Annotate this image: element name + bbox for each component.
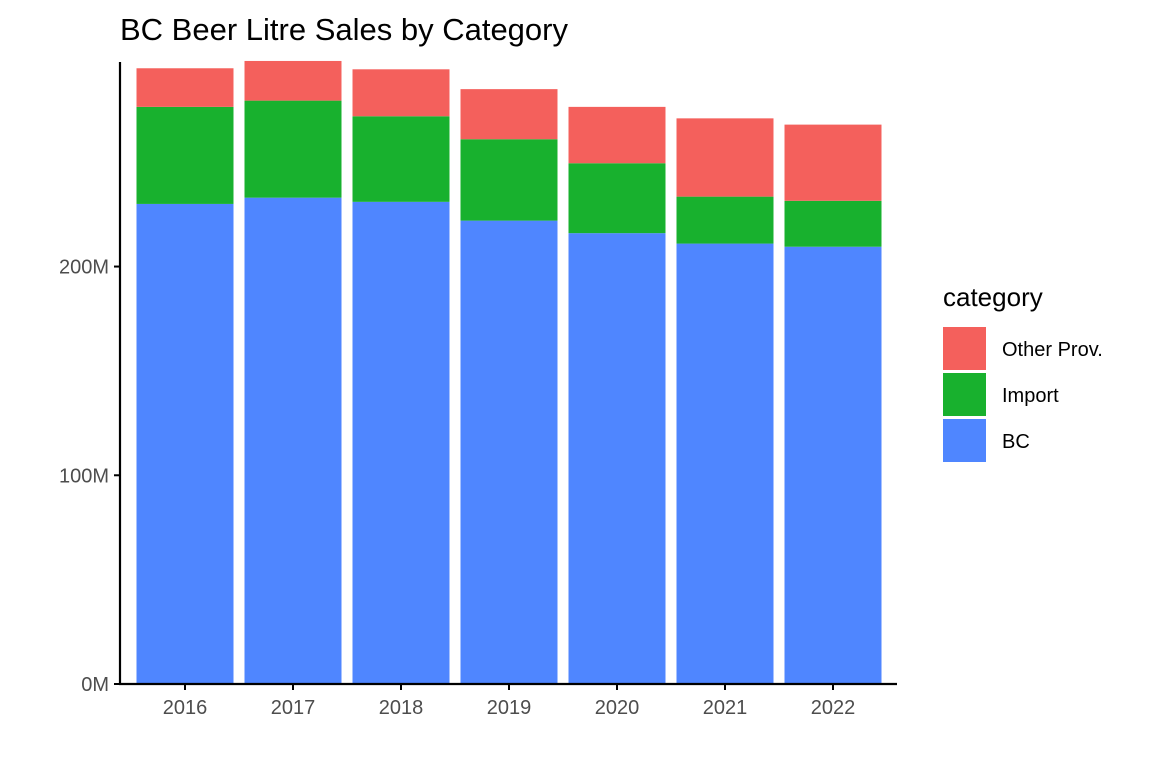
legend-label: BC — [1002, 431, 1030, 453]
legend-swatch — [943, 373, 986, 416]
x-tick-label: 2019 — [487, 697, 532, 719]
x-tick-label: 2018 — [379, 697, 424, 719]
bar-bc-2017 — [244, 197, 342, 684]
bar-other-prov-2021 — [676, 118, 774, 197]
bar-other-prov-2019 — [460, 89, 558, 140]
legend-swatch — [943, 327, 986, 370]
bar-other-prov-2018 — [352, 69, 450, 117]
bar-import-2022 — [784, 200, 882, 247]
y-tick-label: 200M — [59, 257, 109, 279]
legend: category Other Prov. Import BC — [943, 282, 1103, 462]
x-tick-label: 2016 — [163, 697, 208, 719]
y-tick-label: 100M — [59, 465, 109, 487]
bar-bc-2020 — [568, 233, 666, 684]
bar-import-2019 — [460, 139, 558, 221]
bar-bc-2016 — [136, 203, 234, 684]
bar-bc-2018 — [352, 201, 450, 684]
legend-items: Other Prov. Import BC — [943, 327, 1103, 462]
bar-import-2018 — [352, 116, 450, 202]
bar-other-prov-2020 — [568, 106, 666, 164]
bar-bc-2022 — [784, 246, 882, 684]
bar-import-2020 — [568, 163, 666, 234]
bar-import-2017 — [244, 100, 342, 198]
y-axis: 0M 100M 200M — [59, 62, 122, 696]
bar-bc-2021 — [676, 243, 774, 684]
x-tick-label: 2022 — [811, 697, 856, 719]
bar-import-2021 — [676, 196, 774, 244]
legend-title: category — [943, 282, 1043, 312]
bar-other-prov-2016 — [136, 68, 234, 107]
y-tick-label: 0M — [81, 674, 109, 696]
x-tick-label: 2021 — [703, 697, 748, 719]
x-tick-label: 2017 — [271, 697, 316, 719]
legend-label: Import — [1002, 385, 1059, 407]
bar-other-prov-2022 — [784, 124, 882, 201]
bars-group — [136, 60, 882, 685]
legend-swatch — [943, 419, 986, 462]
bar-bc-2019 — [460, 220, 558, 685]
bar-other-prov-2017 — [244, 60, 342, 101]
chart-title: BC Beer Litre Sales by Category — [120, 12, 568, 47]
bar-import-2016 — [136, 106, 234, 204]
legend-label: Other Prov. — [1002, 339, 1103, 361]
x-axis: 2016 2017 2018 2019 2020 2021 2022 — [119, 682, 897, 719]
x-tick-label: 2020 — [595, 697, 640, 719]
